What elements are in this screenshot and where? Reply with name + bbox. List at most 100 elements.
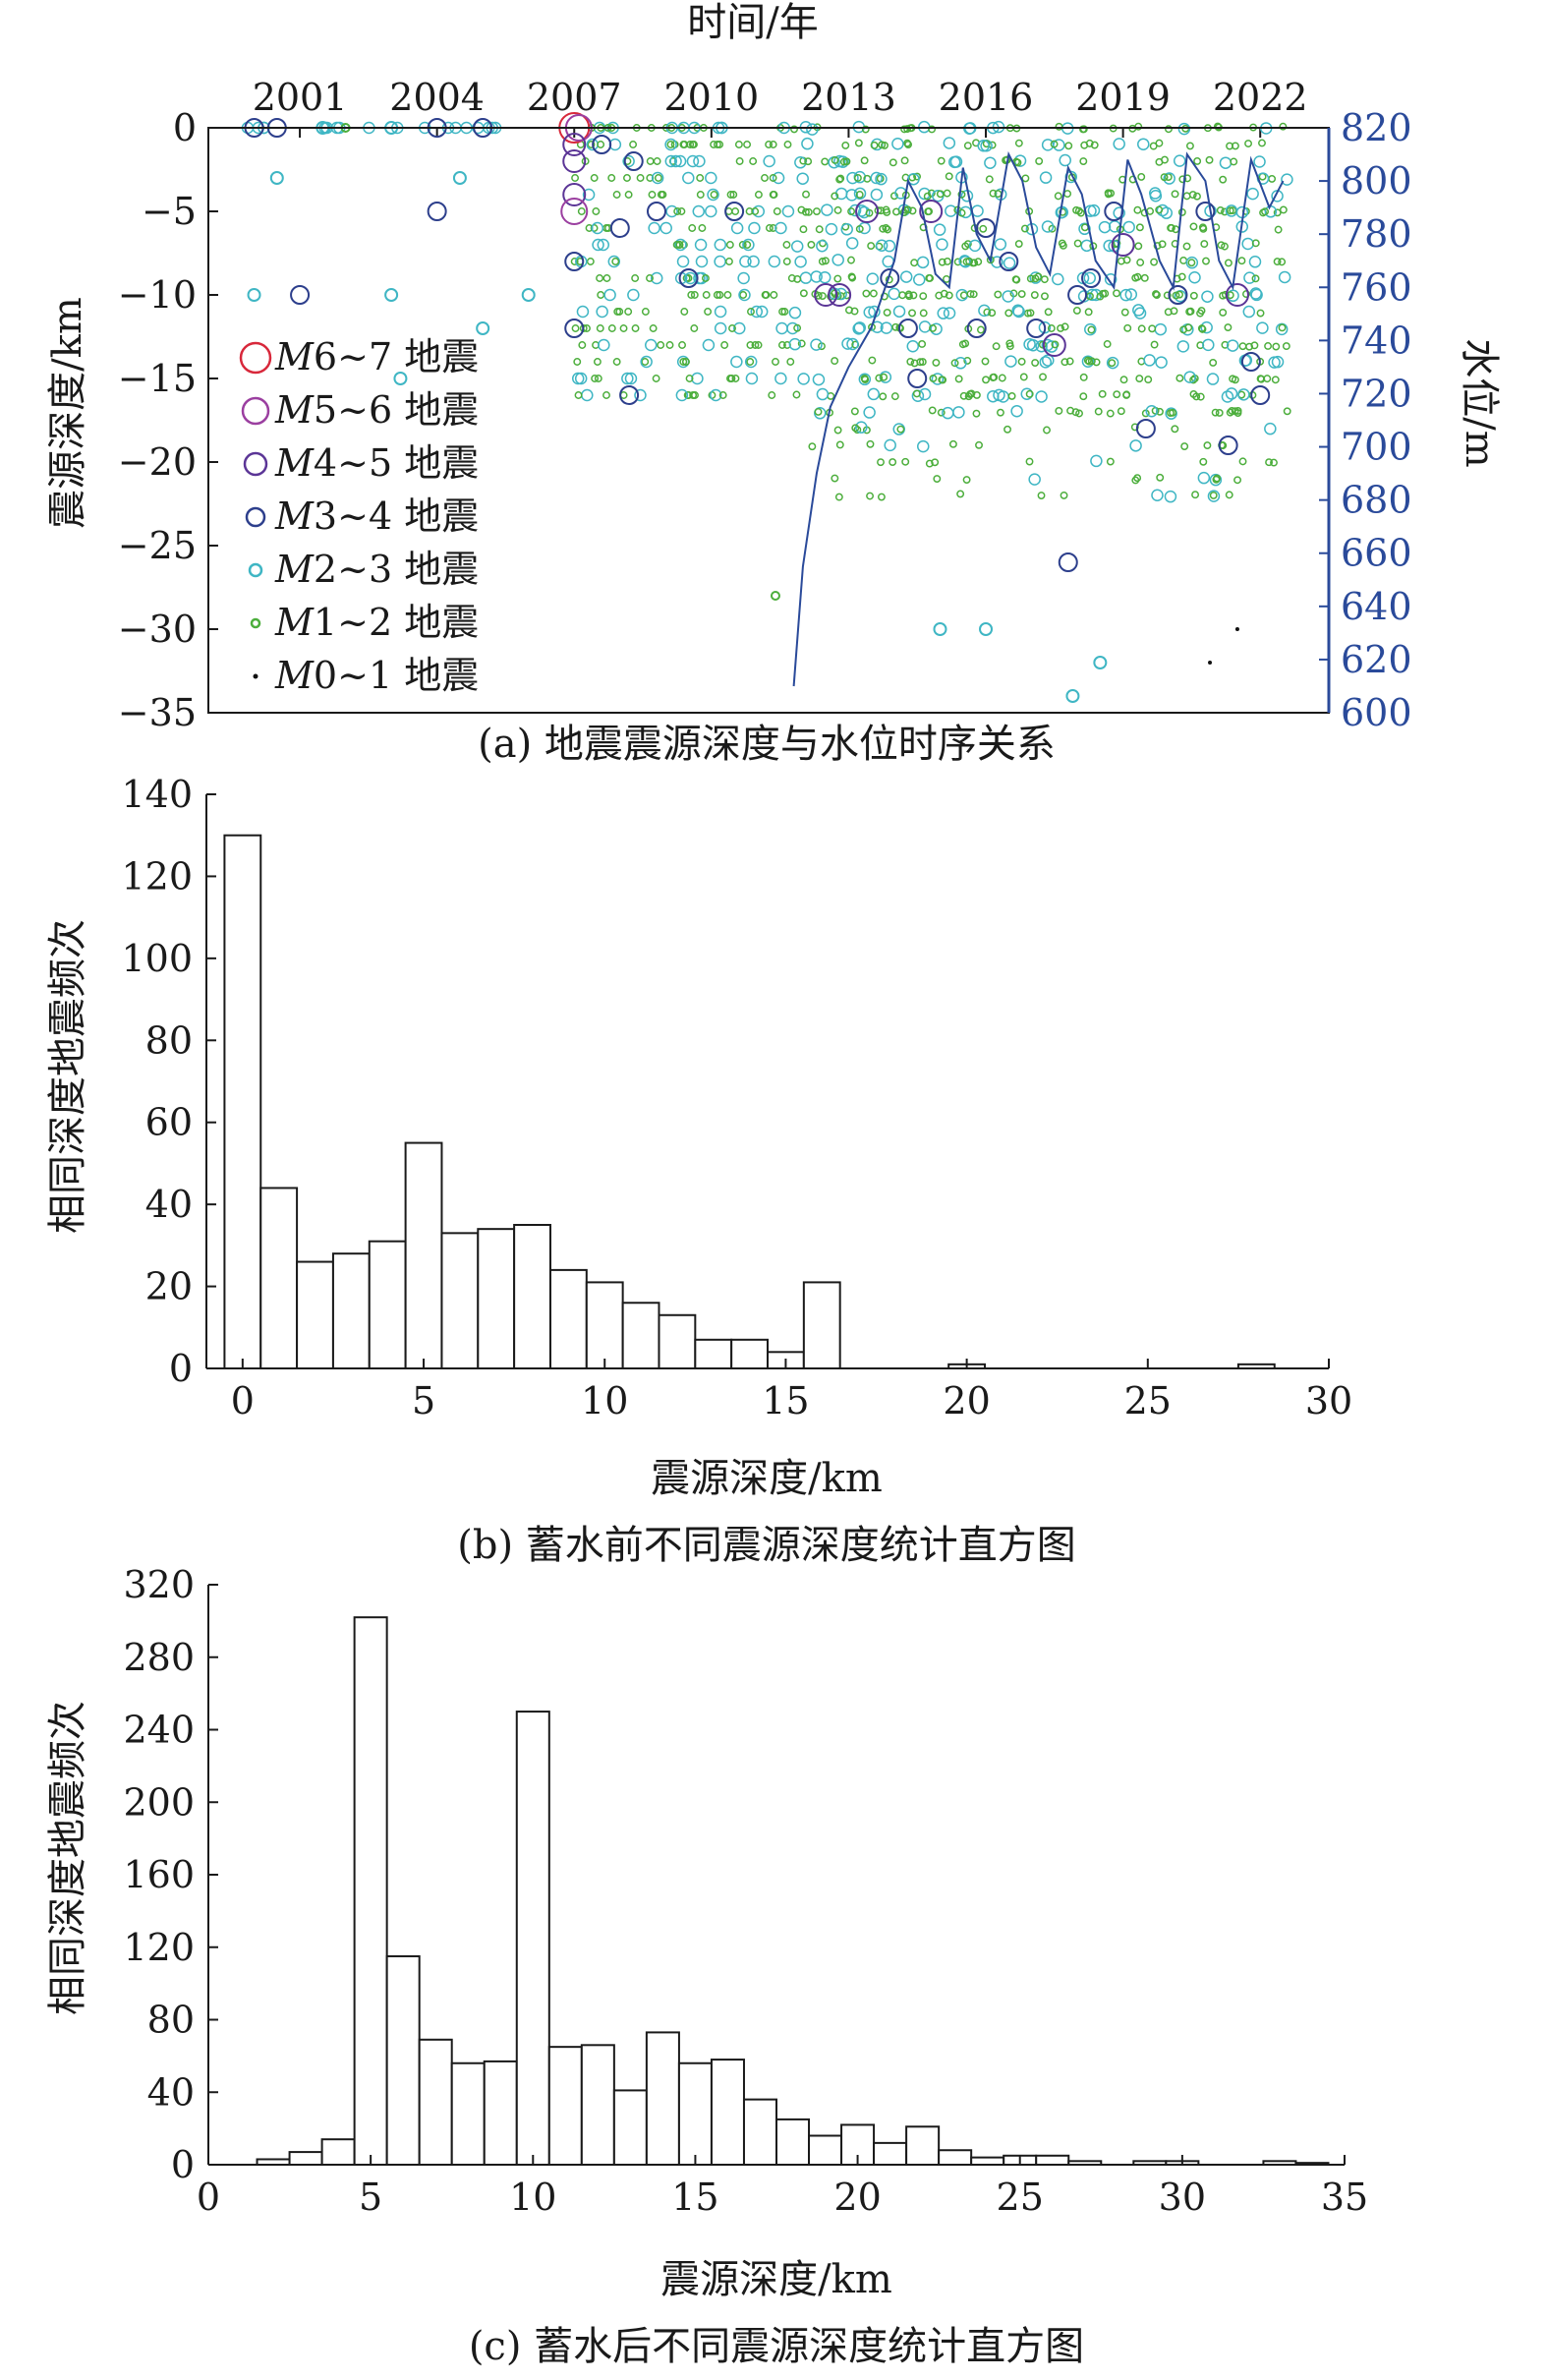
earthquake-point xyxy=(875,374,884,382)
earthquake-point xyxy=(848,203,862,217)
earthquake-point xyxy=(959,205,972,219)
x-tick-label: 15 xyxy=(671,2176,718,2219)
earthquake-point xyxy=(857,205,871,219)
earthquake-point xyxy=(694,238,708,252)
earthquake-point xyxy=(602,391,610,399)
earthquake-point xyxy=(1113,289,1120,298)
earthquake-point xyxy=(818,258,827,265)
earthquake-point xyxy=(1106,457,1115,466)
earthquake-point xyxy=(1124,288,1138,301)
earthquake-point xyxy=(933,622,947,636)
earthquake-point xyxy=(1025,389,1034,398)
earthquake-point xyxy=(853,174,862,182)
earthquake-point xyxy=(1164,490,1177,503)
earthquake-point xyxy=(749,157,758,165)
earthquake-point xyxy=(739,291,748,299)
earthquake-point xyxy=(1178,175,1187,184)
y-tick-label: 20 xyxy=(145,1265,193,1308)
y-left-tick-label: −25 xyxy=(118,524,197,567)
earthquake-point xyxy=(943,258,951,265)
earthquake-point xyxy=(652,375,660,382)
panel-c-ylabel: 相同深度地震频次 xyxy=(45,1701,90,2015)
earthquake-point xyxy=(1219,308,1228,317)
panel-b: 0 5 10 15 20 25 30 0 20 40 60 80 100 120 140 震源深度/km 相… xyxy=(45,773,1352,1568)
earthquake-point xyxy=(1275,322,1289,336)
earthquake-point xyxy=(919,200,944,223)
earthquake-point xyxy=(1012,275,1021,284)
earthquake-point xyxy=(1075,409,1083,418)
earthquake-point xyxy=(646,157,655,165)
earthquake-point xyxy=(393,372,408,385)
earthquake-point xyxy=(945,204,957,217)
earthquake-point xyxy=(1010,404,1023,418)
earthquake-point xyxy=(778,308,786,316)
earthquake-point xyxy=(1211,408,1220,417)
earthquake-point xyxy=(1225,491,1233,499)
earthquake-point xyxy=(1039,373,1047,381)
earthquake-point xyxy=(1064,142,1073,150)
earthquake-point xyxy=(1209,358,1218,367)
earthquake-point xyxy=(1098,389,1107,398)
earthquake-point xyxy=(937,408,946,417)
earthquake-point xyxy=(679,358,688,366)
earthquake-point xyxy=(1053,139,1065,151)
y-tick-label: 40 xyxy=(147,2070,195,2114)
earthquake-point xyxy=(870,171,883,185)
earthquake-point xyxy=(845,306,853,315)
earthquake-point xyxy=(846,337,859,351)
histogram-bar xyxy=(513,1224,551,1369)
legend-marker xyxy=(250,617,261,629)
earthquake-point xyxy=(710,141,718,148)
earthquake-point xyxy=(869,289,878,298)
y-tick-label: 40 xyxy=(145,1183,193,1226)
earthquake-point xyxy=(1189,222,1198,231)
earthquake-point xyxy=(649,324,658,332)
earthquake-point xyxy=(1080,223,1089,232)
earthquake-point xyxy=(846,171,859,185)
earthquake-point xyxy=(1251,274,1260,283)
earthquake-point xyxy=(705,171,717,185)
earthquake-point xyxy=(754,191,763,199)
earthquake-point xyxy=(452,171,467,185)
x-tick-label: 0 xyxy=(197,2176,220,2219)
earthquake-point xyxy=(1065,357,1074,366)
earthquake-point xyxy=(799,271,813,284)
earthquake-point xyxy=(877,458,885,467)
y-right-tick-label: 680 xyxy=(1341,479,1412,522)
earthquake-point xyxy=(1103,340,1112,348)
earthquake-point xyxy=(1087,357,1096,366)
earthquake-point xyxy=(919,309,928,318)
earthquake-point xyxy=(1084,308,1093,317)
earthquake-point xyxy=(1119,288,1132,302)
earthquake-point xyxy=(1185,142,1194,150)
earthquake-point xyxy=(923,192,932,201)
earthquake-point xyxy=(1244,140,1253,147)
earthquake-point xyxy=(269,171,284,185)
earthquake-point xyxy=(1279,122,1288,131)
earthquake-point xyxy=(724,202,745,221)
panel-b-caption: (b) 蓄水前不同震源深度统计直方图 xyxy=(457,1523,1076,1568)
earthquake-point xyxy=(1202,257,1210,265)
earthquake-point xyxy=(1221,242,1229,251)
earthquake-point xyxy=(627,288,640,302)
histogram-bar xyxy=(658,1313,697,1370)
earthquake-point xyxy=(1256,321,1269,334)
earthquake-point xyxy=(675,388,689,402)
earthquake-point xyxy=(713,141,721,148)
earthquake-point xyxy=(790,125,798,134)
earthquake-point xyxy=(853,426,862,435)
earthquake-point xyxy=(650,271,663,285)
earthquake-point xyxy=(774,372,787,385)
earthquake-point xyxy=(1245,342,1254,351)
earthquake-point xyxy=(781,204,795,218)
earthquake-point xyxy=(930,322,943,335)
earthquake-point xyxy=(977,325,985,334)
earthquake-point xyxy=(1155,157,1164,166)
earthquake-point xyxy=(866,492,875,500)
earthquake-point xyxy=(678,341,686,349)
earthquake-point xyxy=(828,283,852,307)
earthquake-point xyxy=(769,224,777,232)
earthquake-point xyxy=(954,375,963,383)
earthquake-point xyxy=(1165,407,1177,420)
earthquake-point xyxy=(676,255,690,268)
